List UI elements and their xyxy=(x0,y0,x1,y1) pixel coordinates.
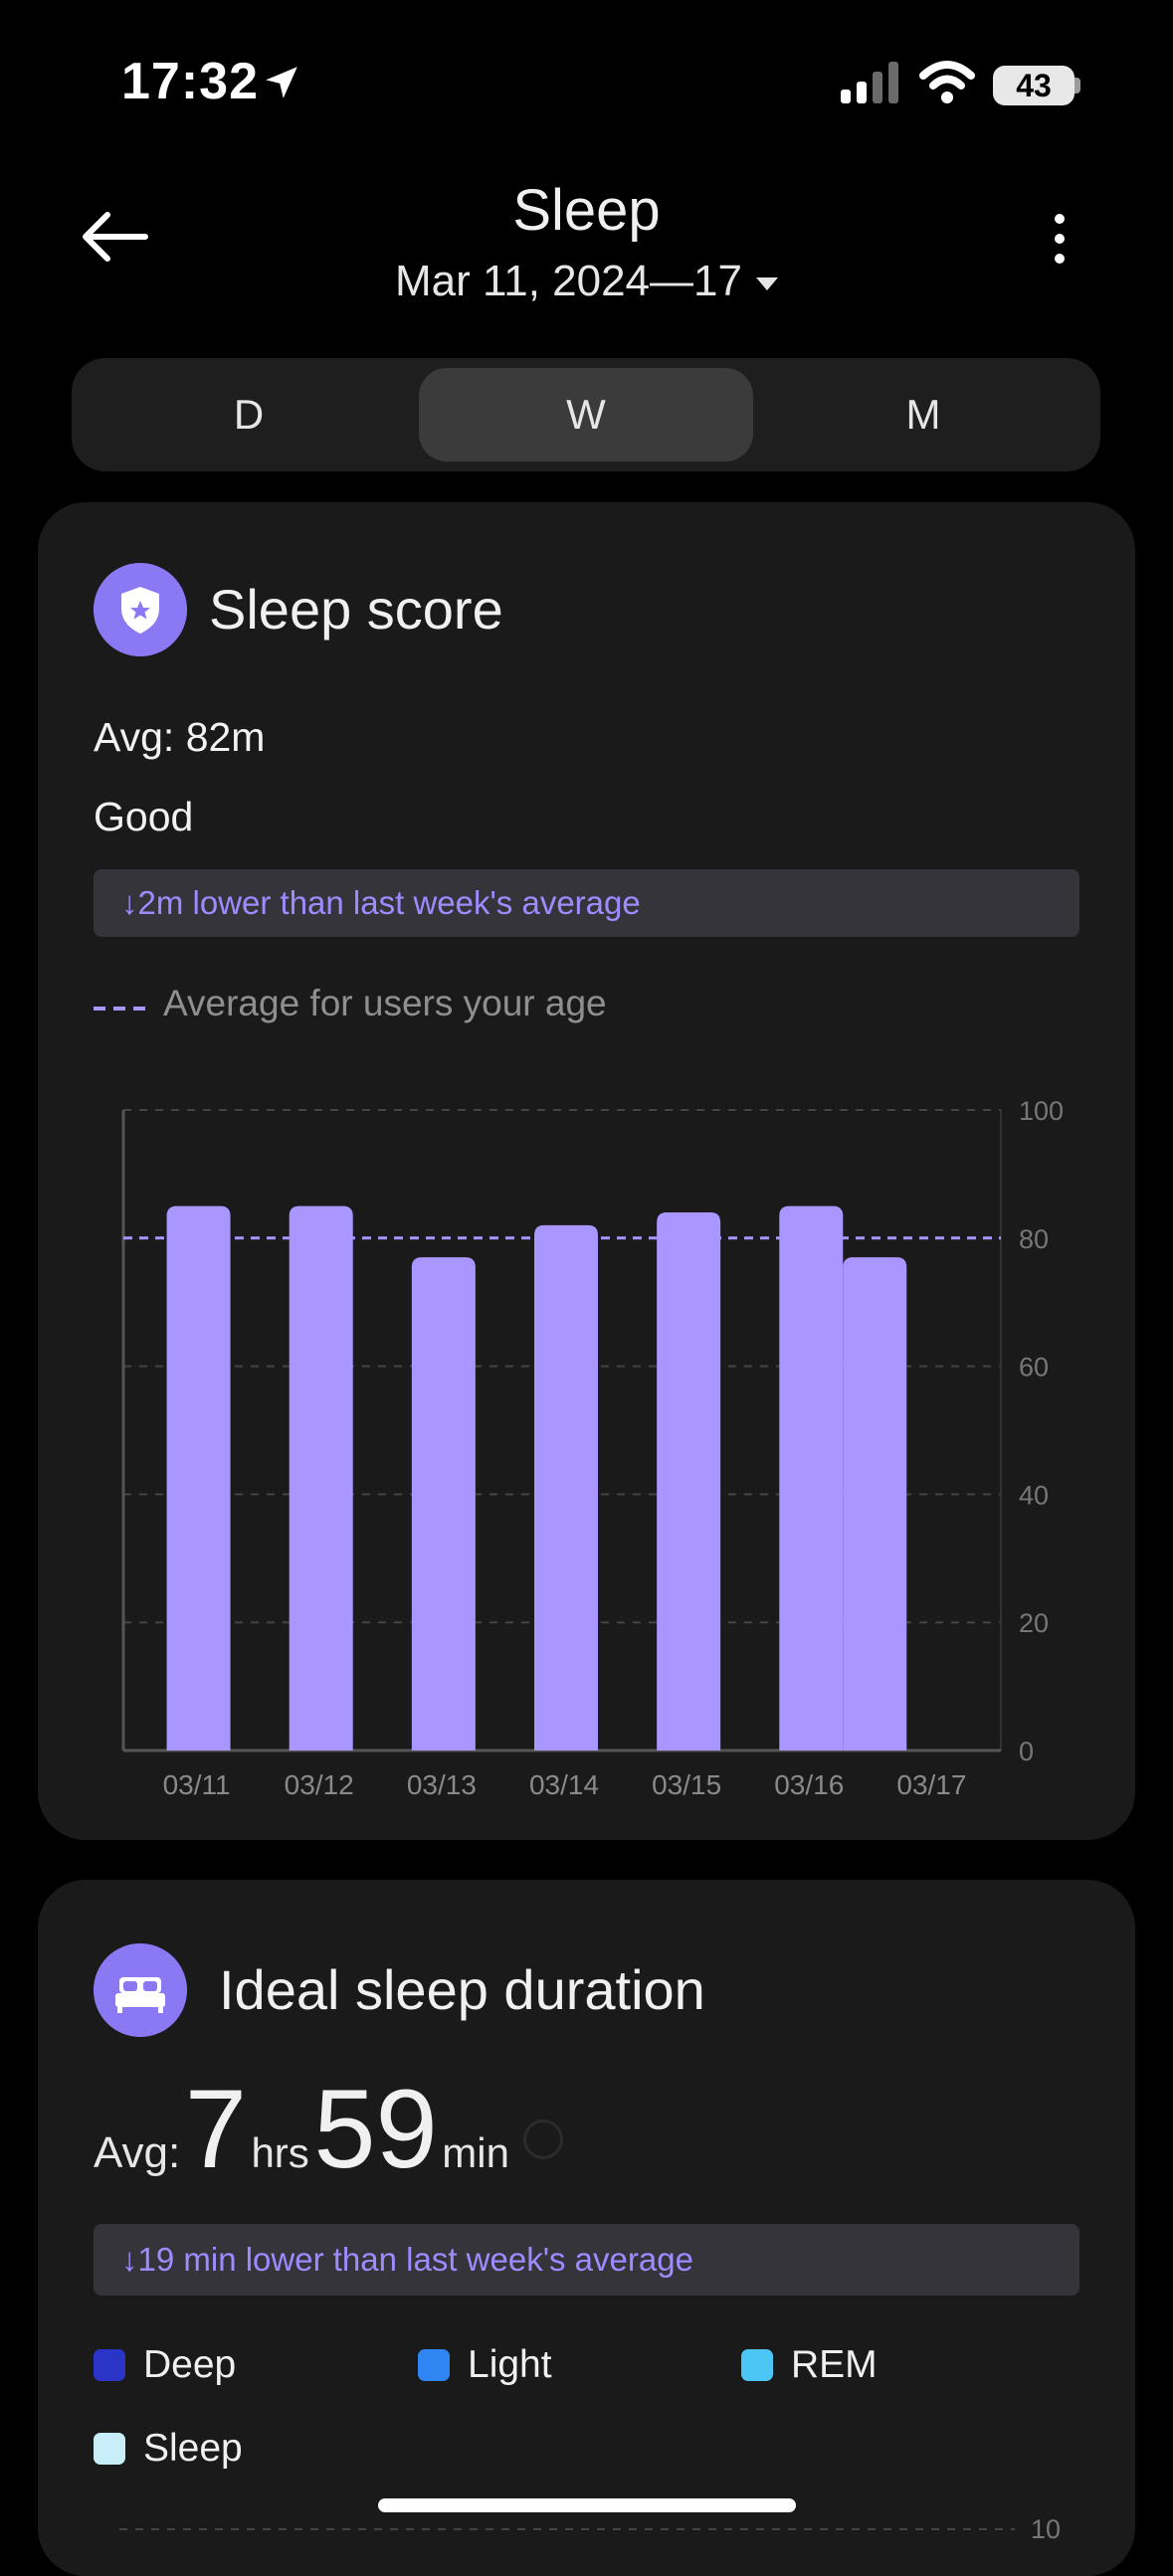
x-tick-label: 03/12 xyxy=(285,1769,354,1800)
comparison-text: 19 min lower than last week's average xyxy=(137,2241,693,2278)
bar-03-13 xyxy=(411,1257,476,1750)
sleep-score-average: Avg: 82m xyxy=(94,714,266,760)
sleep-score-comparison: ↓2m lower than last week's average xyxy=(94,869,1079,937)
period-tabs: D W M xyxy=(72,358,1100,471)
cellular-signal-icon xyxy=(841,62,898,103)
average-line-legend: Average for users your age xyxy=(163,983,607,1023)
x-tick-label: 03/11 xyxy=(163,1769,231,1800)
back-arrow-icon[interactable] xyxy=(78,207,149,267)
y-tick-label: 40 xyxy=(1019,1480,1049,1510)
battery-indicator: 43 xyxy=(993,66,1075,105)
location-arrow-icon xyxy=(266,67,297,98)
ideal-sleep-title: Ideal sleep duration xyxy=(219,1958,705,2021)
wifi-icon xyxy=(919,61,975,103)
legend-swatch-light xyxy=(418,2349,450,2381)
comparison-text: 2m lower than last week's average xyxy=(137,884,641,921)
shield-star-icon xyxy=(94,563,187,656)
caret-down-icon xyxy=(755,276,778,290)
battery-nub xyxy=(1075,78,1080,93)
avg-label: Avg: xyxy=(94,2128,181,2177)
home-indicator[interactable] xyxy=(378,2498,796,2512)
bed-icon xyxy=(94,1943,187,2037)
x-tick-label: 03/16 xyxy=(774,1769,844,1800)
avg-hours: 7 xyxy=(184,2067,247,2191)
legend-swatch-deep xyxy=(94,2349,125,2381)
sleep-score-rating: Good xyxy=(94,794,194,839)
tab-month[interactable]: M xyxy=(905,391,941,438)
bar-03-15 xyxy=(657,1212,721,1750)
ideal-sleep-average: Avg: 7 hrs 59 min xyxy=(94,2074,564,2185)
info-icon[interactable] xyxy=(523,2119,564,2159)
date-range-label: Mar 11, 2024—17 xyxy=(395,257,742,305)
y-tick-label: 100 xyxy=(1019,1096,1064,1126)
legend-label-light: Light xyxy=(468,2343,552,2386)
sleep-score-chart[interactable]: 100 80 60 40 20 0 03/11 03/12 03/13 03/14 03/15 03/… xyxy=(0,1084,1173,1820)
ideal-sleep-comparison: ↓19 min lower than last week's average xyxy=(94,2224,1079,2296)
legend-label-rem: REM xyxy=(791,2343,878,2386)
average-line-legend-icon xyxy=(94,1007,147,1011)
hours-unit: hrs xyxy=(251,2129,309,2176)
bar-03-12 xyxy=(289,1205,353,1750)
bar-03-17 xyxy=(843,1257,907,1750)
bar-03-16 xyxy=(779,1205,844,1750)
more-options-icon[interactable] xyxy=(1043,209,1076,269)
x-tick-label: 03/14 xyxy=(529,1769,599,1800)
duration-chart-y-tick: 10 xyxy=(1031,2514,1062,2544)
date-range-selector[interactable]: Mar 11, 2024—17 xyxy=(0,257,1173,306)
y-tick-label: 80 xyxy=(1019,1224,1049,1254)
y-tick-label: 20 xyxy=(1019,1608,1049,1638)
minutes-unit: min xyxy=(442,2129,509,2176)
bar-03-14 xyxy=(534,1224,598,1750)
legend-swatch-rem xyxy=(741,2349,773,2381)
sleep-score-title: Sleep score xyxy=(209,578,503,641)
legend-swatch-sleep xyxy=(94,2433,125,2465)
x-tick-label: 03/15 xyxy=(652,1769,721,1800)
legend-label-deep: Deep xyxy=(143,2343,237,2386)
bar-03-11 xyxy=(166,1205,231,1750)
arrow-down-icon: ↓ xyxy=(121,2241,138,2278)
avg-minutes: 59 xyxy=(313,2067,438,2191)
x-tick-label: 03/17 xyxy=(896,1769,966,1800)
y-tick-label: 0 xyxy=(1019,1737,1034,1766)
duration-chart-gridline xyxy=(119,2528,1015,2530)
tab-week[interactable]: W xyxy=(419,368,753,461)
status-time: 17:32 xyxy=(121,53,259,110)
page-title: Sleep xyxy=(512,178,661,243)
x-tick-label: 03/13 xyxy=(407,1769,477,1800)
legend-label-sleep: Sleep xyxy=(143,2427,243,2470)
y-tick-label: 60 xyxy=(1019,1353,1049,1382)
arrow-down-icon: ↓ xyxy=(121,884,138,921)
tab-day[interactable]: D xyxy=(233,391,265,438)
